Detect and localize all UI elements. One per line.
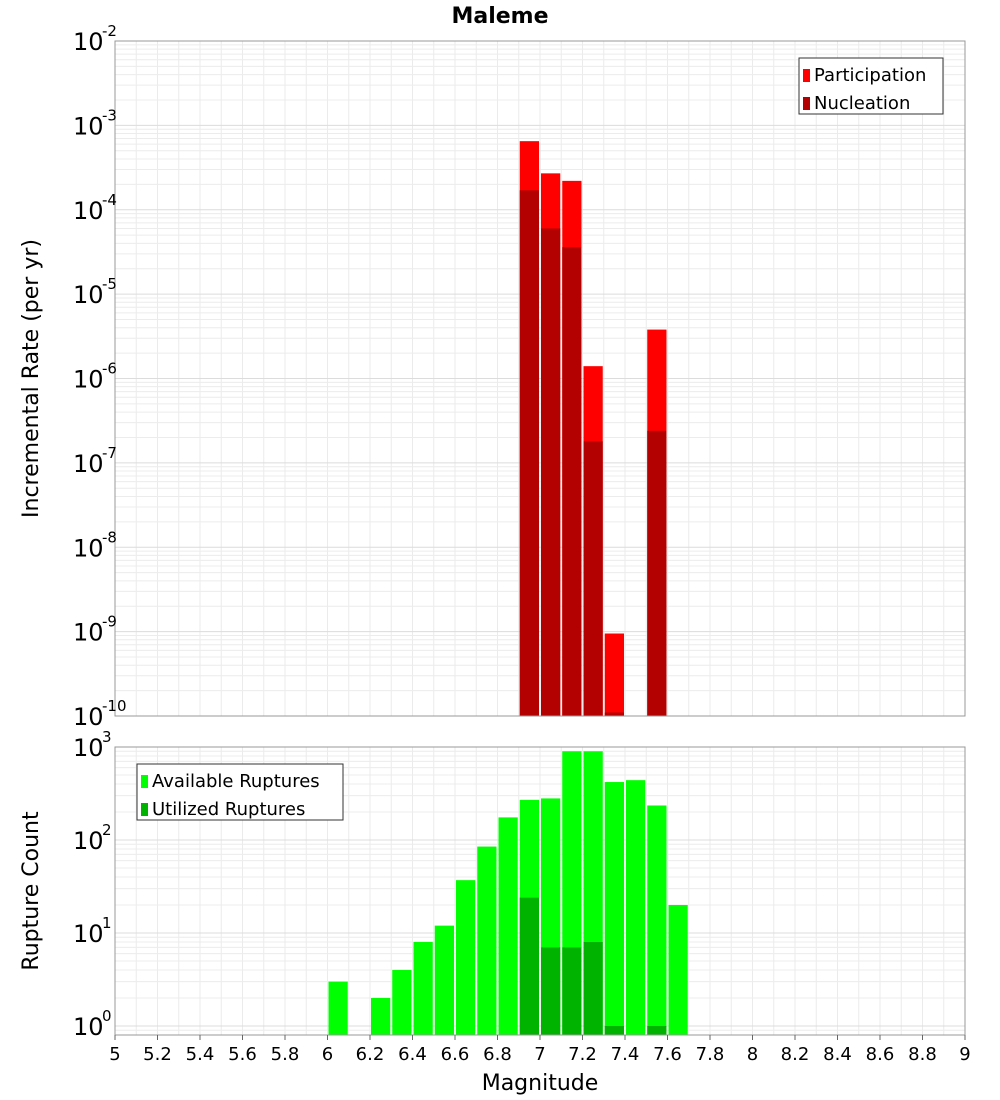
legend-label: Available Ruptures	[152, 771, 320, 792]
legend-swatch	[803, 69, 810, 82]
y-tick-label-exponent: -7	[102, 444, 117, 462]
rate-bar-secondary	[541, 228, 561, 716]
x-tick-label: 5.6	[228, 1044, 257, 1065]
count-bar-primary	[371, 997, 391, 1035]
count-bar-primary	[647, 805, 667, 1035]
x-tick-label: 8.2	[781, 1044, 810, 1065]
y-tick-label-exponent: 3	[102, 728, 112, 746]
y-tick-label-exponent: -3	[102, 106, 117, 124]
chart-title: Maleme	[451, 4, 548, 29]
x-tick-label: 6.4	[398, 1044, 427, 1065]
y-tick-label-exponent: -6	[102, 360, 117, 378]
y-tick-label-exponent: -2	[102, 22, 117, 40]
y-tick-label-exponent: -9	[102, 613, 117, 631]
x-tick-label: 5.8	[271, 1044, 300, 1065]
y-tick-label-exponent: -5	[102, 275, 117, 293]
y-tick-label-base: 10	[73, 1013, 104, 1041]
rate-plot-frame	[114, 40, 966, 717]
rate-bar-primary	[604, 633, 624, 716]
y-tick-label-base: 10	[73, 703, 104, 731]
count-bar-secondary	[647, 1025, 667, 1035]
count-bar-secondary	[541, 947, 561, 1035]
x-tick-label: 6.6	[441, 1044, 470, 1065]
x-tick-label: 5.4	[186, 1044, 215, 1065]
x-tick-label: 6	[322, 1044, 333, 1065]
count-bar-primary	[392, 969, 412, 1035]
rate-y-axis-label: Incremental Rate (per yr)	[19, 239, 44, 518]
y-tick-label-base: 10	[73, 450, 104, 478]
count-bar-secondary	[583, 942, 603, 1035]
count-bar-primary	[668, 904, 688, 1035]
count-bar-primary	[456, 880, 476, 1035]
y-tick-label-exponent: -8	[102, 528, 117, 546]
x-axis-label: Magnitude	[482, 1071, 599, 1096]
y-tick-label-base: 10	[73, 534, 104, 562]
rate-legend: Participation Nucleation	[798, 57, 944, 115]
y-tick-label-base: 10	[73, 197, 104, 225]
y-tick-label-exponent: -10	[102, 697, 127, 715]
y-tick-label-exponent: -4	[102, 191, 117, 209]
x-tick-label: 7.8	[696, 1044, 725, 1065]
rate-bar-secondary	[519, 190, 539, 716]
rate-bar-secondary	[604, 712, 624, 716]
x-tick-label: 5.2	[143, 1044, 172, 1065]
y-tick-label-base: 10	[73, 619, 104, 647]
y-tick-label-exponent: 2	[102, 821, 112, 839]
y-tick-label-base: 10	[73, 827, 104, 855]
count-bar-primary	[626, 780, 646, 1035]
x-tick-label: 7.4	[611, 1044, 640, 1065]
x-tick-label: 7	[534, 1044, 545, 1065]
rate-bar-secondary	[647, 430, 667, 716]
count-bar-primary	[328, 981, 348, 1035]
x-tick-label: 7.2	[568, 1044, 597, 1065]
x-tick-label: 7.6	[653, 1044, 682, 1065]
count-bar-primary	[477, 846, 497, 1035]
legend-swatch	[803, 97, 810, 110]
count-bar-primary	[604, 782, 624, 1035]
count-grid	[114, 747, 966, 1036]
y-tick-label-exponent: 1	[102, 914, 112, 932]
x-tick-label: 5	[109, 1044, 120, 1065]
x-tick-label: 6.2	[356, 1044, 385, 1065]
rate-grid	[114, 41, 966, 717]
y-tick-label-base: 10	[73, 920, 104, 948]
legend-label: Utilized Ruptures	[152, 799, 305, 820]
count-y-axis-label: Rupture Count	[19, 811, 44, 971]
legend-swatch	[141, 803, 148, 816]
y-tick-label-base: 10	[73, 366, 104, 394]
y-tick-label-base: 10	[73, 281, 104, 309]
y-tick-label-base: 10	[73, 734, 104, 762]
legend-box	[136, 763, 344, 821]
legend-label: Nucleation	[814, 93, 910, 114]
count-bar-primary	[434, 925, 454, 1035]
x-tick-label: 8.6	[866, 1044, 895, 1065]
rate-bar-secondary	[562, 247, 582, 716]
rate-bar-secondary	[583, 441, 603, 716]
count-bar-secondary	[604, 1025, 624, 1035]
count-bars	[328, 751, 688, 1035]
legend-box	[798, 57, 944, 115]
count-legend: Available Ruptures Utilized Ruptures	[136, 763, 344, 821]
x-tick-label: 6.8	[483, 1044, 512, 1065]
count-bar-primary	[413, 942, 433, 1035]
y-tick-label-base: 10	[73, 112, 104, 140]
y-tick-label-exponent: 0	[102, 1007, 112, 1025]
magnitude-x-ticks: 5 5.2 5.4 5.6 5.8 6 6.2 6.4 6.6 6.8 7 7.2 7.4 7.6 7.8 8…	[109, 1035, 971, 1065]
count-bar-secondary	[519, 897, 539, 1035]
legend-label: Participation	[814, 65, 926, 86]
rate-bars	[519, 141, 667, 717]
count-bar-secondary	[562, 947, 582, 1035]
x-tick-label: 8	[747, 1044, 758, 1065]
legend-swatch	[141, 775, 148, 788]
y-tick-label-base: 10	[73, 28, 104, 56]
count-bar-primary	[498, 817, 518, 1035]
x-tick-label: 9	[959, 1044, 970, 1065]
x-tick-label: 8.8	[908, 1044, 937, 1065]
x-tick-label: 8.4	[823, 1044, 852, 1065]
